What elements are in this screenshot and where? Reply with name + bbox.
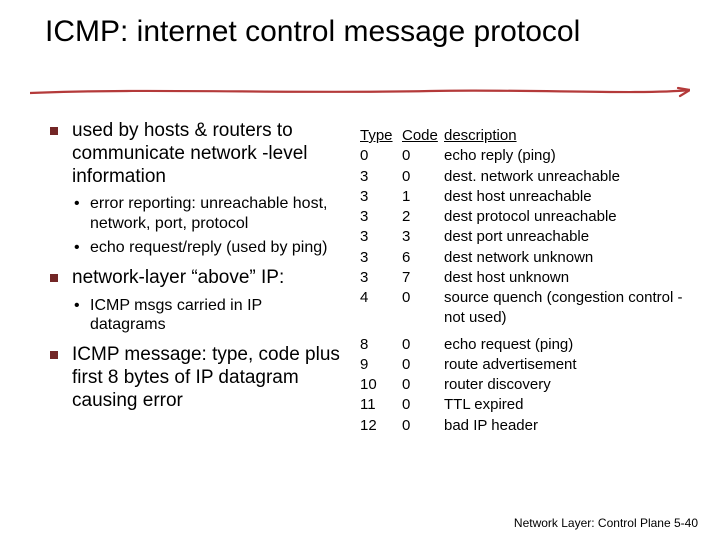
bullet-item: network-layer “above” IP: ICMP msgs carr… [50, 267, 340, 334]
right-column: Type Code description 0 0 echo reply (pi… [360, 120, 690, 510]
cell-desc: echo reply (ping) [444, 146, 690, 166]
icmp-table: Type Code description 0 0 echo reply (pi… [360, 126, 690, 436]
slide-footer: Network Layer: Control Plane 5-40 [514, 516, 698, 530]
cell-code: 0 [402, 146, 444, 166]
cell-desc: router discovery [444, 375, 690, 395]
cell-code: 0 [402, 167, 444, 187]
cell-code: 0 [402, 288, 444, 329]
sub-bullet-list: ICMP msgs carried in IP datagrams [72, 296, 340, 334]
cell-type: 3 [360, 268, 402, 288]
cell-desc: source quench (congestion control - not … [444, 288, 690, 329]
bullet-text: ICMP message: type, code plus first 8 by… [72, 344, 340, 411]
sub-bullet-list: error reporting: unreachable host, netwo… [72, 194, 340, 257]
cell-code: 0 [402, 355, 444, 375]
cell-code: 2 [402, 207, 444, 227]
bullet-text: network-layer “above” IP: [72, 267, 284, 288]
bullet-item: ICMP message: type, code plus first 8 by… [50, 344, 340, 412]
cell-code: 6 [402, 248, 444, 268]
cell-type: 0 [360, 146, 402, 166]
cell-type: 3 [360, 207, 402, 227]
cell-desc: dest host unreachable [444, 187, 690, 207]
cell-type: 12 [360, 416, 402, 436]
cell-type: 3 [360, 248, 402, 268]
cell-desc: dest port unreachable [444, 227, 690, 247]
cell-type: 10 [360, 375, 402, 395]
cell-code: 7 [402, 268, 444, 288]
cell-desc: echo request (ping) [444, 335, 690, 355]
slide-title: ICMP: internet control message protocol [45, 15, 580, 50]
cell-desc: route advertisement [444, 355, 690, 375]
title-underline [30, 86, 690, 100]
cell-type: 3 [360, 167, 402, 187]
col-header-desc: description [444, 126, 690, 146]
cell-code: 0 [402, 335, 444, 355]
cell-type: 11 [360, 395, 402, 415]
left-column: used by hosts & routers to communicate n… [50, 120, 340, 510]
cell-code: 0 [402, 375, 444, 395]
slide-body: used by hosts & routers to communicate n… [50, 120, 690, 510]
sub-bullet-item: echo request/reply (used by ping) [72, 238, 340, 257]
cell-type: 9 [360, 355, 402, 375]
cell-desc: TTL expired [444, 395, 690, 415]
bullet-item: used by hosts & routers to communicate n… [50, 120, 340, 257]
cell-desc: dest network unknown [444, 248, 690, 268]
cell-type: 3 [360, 227, 402, 247]
cell-type: 8 [360, 335, 402, 355]
cell-code: 3 [402, 227, 444, 247]
sub-bullet-item: ICMP msgs carried in IP datagrams [72, 296, 340, 334]
cell-type: 4 [360, 288, 402, 329]
cell-desc: dest. network unreachable [444, 167, 690, 187]
cell-code: 0 [402, 395, 444, 415]
bullet-list: used by hosts & routers to communicate n… [50, 120, 340, 413]
bullet-text: used by hosts & routers to communicate n… [72, 120, 307, 187]
cell-code: 1 [402, 187, 444, 207]
col-header-code: Code [402, 126, 444, 146]
cell-desc: dest host unknown [444, 268, 690, 288]
cell-type: 3 [360, 187, 402, 207]
col-header-type: Type [360, 126, 402, 146]
cell-desc: dest protocol unreachable [444, 207, 690, 227]
sub-bullet-item: error reporting: unreachable host, netwo… [72, 194, 340, 232]
cell-code: 0 [402, 416, 444, 436]
cell-desc: bad IP header [444, 416, 690, 436]
